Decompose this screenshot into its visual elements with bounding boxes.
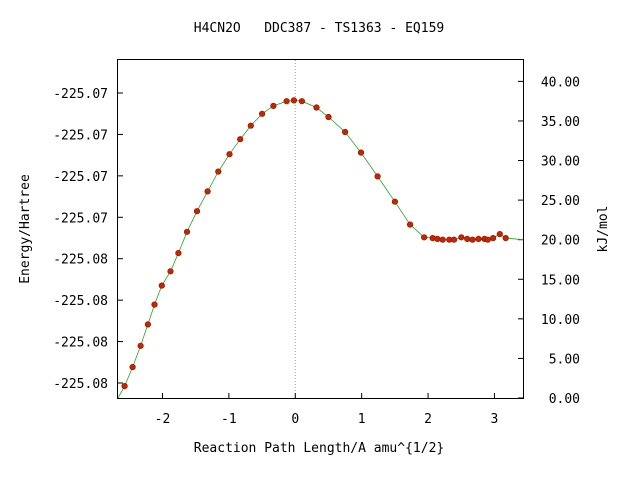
data-point	[183, 228, 191, 235]
left-tick-label: -225.07	[53, 211, 108, 226]
x-tick-label: -1	[221, 412, 237, 427]
right-tick-label: 10.00	[541, 313, 580, 328]
left-tick-label: -225.08	[53, 336, 108, 351]
data-point	[247, 122, 254, 129]
right-axis-label: kJ/mol	[596, 206, 611, 253]
x-axis-label: Reaction Path Length/A amu^{1/2}	[194, 441, 444, 456]
x-tick-label: 2	[424, 412, 432, 427]
data-point	[469, 236, 476, 243]
left-axis-ticks: -225.07 -225.07 -225.07 -225.07 -225.08 -225.…	[53, 87, 123, 392]
data-point	[464, 235, 471, 242]
data-point	[421, 234, 428, 241]
right-axis-ticks: 0.00 5.00 10.00 15.00 20.00 25.00 30.00 35.00 40…	[518, 75, 580, 407]
x-tick-label: -2	[155, 412, 171, 427]
data-point	[490, 235, 497, 242]
data-point	[121, 383, 128, 390]
data-point	[215, 168, 222, 175]
data-point	[158, 282, 165, 289]
x-tick-label: 1	[358, 412, 366, 427]
left-tick-label: -225.07	[53, 170, 108, 185]
data-point	[450, 236, 458, 243]
right-tick-label: 20.00	[541, 234, 580, 249]
data-point	[475, 235, 482, 242]
data-point	[298, 98, 306, 105]
data-point	[151, 301, 158, 308]
data-point	[283, 98, 290, 105]
data-point	[391, 198, 399, 205]
left-tick-label: -225.08	[53, 377, 108, 392]
x-tick-label: 0	[291, 412, 299, 427]
data-point	[137, 342, 144, 349]
right-tick-label: 40.00	[541, 75, 580, 90]
right-tick-label: 30.00	[541, 155, 580, 170]
right-tick-label: 0.00	[549, 392, 580, 407]
data-point	[434, 235, 441, 242]
data-point	[374, 173, 381, 180]
right-tick-label: 15.00	[541, 273, 580, 288]
data-point	[167, 268, 174, 275]
left-axis-label: Energy/Hartree	[18, 174, 33, 284]
data-point	[502, 235, 509, 242]
data-point	[439, 236, 446, 243]
data-point	[144, 321, 151, 328]
right-tick-label: 25.00	[541, 194, 580, 209]
data-point	[357, 149, 365, 156]
left-tick-label: -225.08	[53, 253, 108, 268]
data-point	[325, 113, 332, 121]
data-point	[484, 236, 491, 243]
left-tick-label: -225.07	[53, 87, 108, 102]
right-tick-label: 35.00	[541, 115, 580, 130]
data-point	[204, 188, 211, 195]
data-point	[313, 104, 320, 111]
data-point	[193, 208, 201, 215]
left-tick-label: -225.07	[53, 128, 108, 143]
data-point	[129, 364, 136, 371]
right-tick-label: 5.00	[549, 352, 580, 367]
data-point	[407, 221, 414, 228]
plot-frame	[117, 59, 524, 399]
left-tick-label: -225.08	[53, 294, 108, 309]
chart-title: H4CN2O DDC387 - TS1363 - EQ159	[194, 21, 444, 36]
data-point	[226, 151, 233, 158]
x-axis-ticks: -2 -1 0 1 2 3	[155, 393, 499, 427]
energy-curve-line	[117, 99, 524, 399]
data-point	[237, 136, 244, 143]
data-point	[290, 97, 298, 104]
data-point	[175, 250, 182, 257]
data-point	[259, 110, 266, 117]
data-points	[121, 97, 509, 390]
data-point	[342, 128, 349, 136]
data-point	[270, 102, 277, 109]
data-point	[458, 234, 465, 241]
data-point	[496, 231, 503, 238]
x-tick-label: 3	[491, 412, 499, 427]
